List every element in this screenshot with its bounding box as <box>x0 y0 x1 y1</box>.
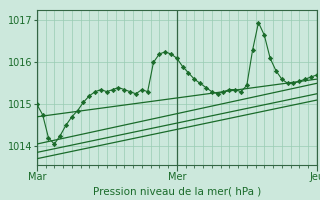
X-axis label: Pression niveau de la mer( hPa ): Pression niveau de la mer( hPa ) <box>93 186 261 196</box>
